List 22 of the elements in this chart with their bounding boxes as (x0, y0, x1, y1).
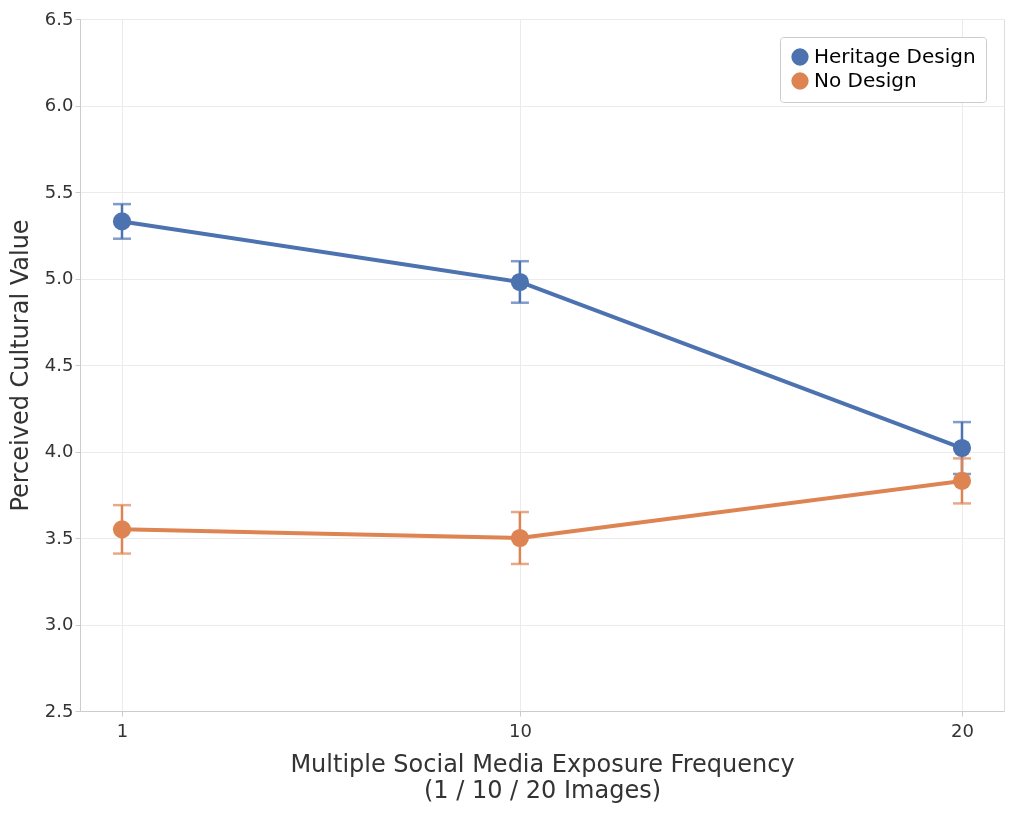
point (112, 520, 132, 539)
point (952, 471, 972, 490)
point (952, 438, 972, 458)
y-tick-label: 4.5 (44, 353, 74, 375)
y-tick-label: 4.0 (44, 440, 74, 461)
y-axis-title: Perceived Cultural Value (5, 219, 34, 512)
x-tick-label: 20 (951, 719, 974, 741)
y-tick-label: 3.5 (44, 526, 74, 548)
y-tick-label: 6.0 (44, 94, 74, 115)
y-tick-label: 5.0 (44, 267, 74, 288)
point (510, 272, 529, 292)
point (112, 212, 132, 231)
legend-label: No Design (814, 68, 917, 92)
x-tick-label: 1 (116, 719, 129, 741)
x-tick-label: 10 (508, 719, 532, 741)
y-tick-label: 3.0 (44, 613, 74, 634)
y-tick-label: 2.5 (44, 699, 74, 721)
legend-label: Heritage Design (814, 44, 976, 68)
point (510, 528, 529, 548)
x-axis-title: Multiple Social Media Exposure Frequency (1 / 10 / 20 Images) (290, 749, 795, 804)
y-tick-label: 5.5 (44, 180, 74, 202)
y-tick-label: 6.5 (44, 7, 74, 29)
